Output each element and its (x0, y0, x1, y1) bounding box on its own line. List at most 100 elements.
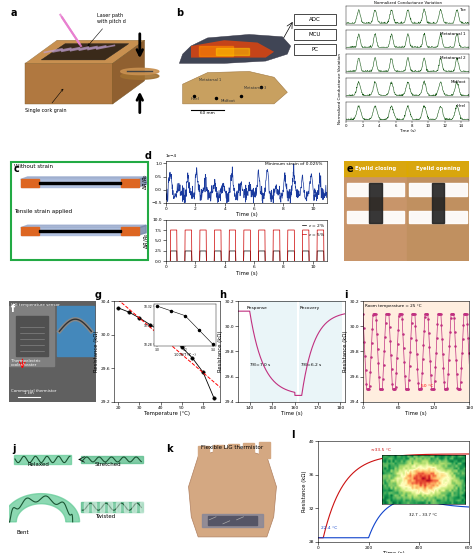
Bar (300, 301, 342, 401)
$\varepsilon$ = 2% (285, 248, 291, 254)
X-axis label: Time (s): Time (s) (236, 271, 257, 276)
Polygon shape (139, 177, 146, 186)
X-axis label: Time (s): Time (s) (281, 411, 302, 416)
Polygon shape (121, 227, 139, 235)
Polygon shape (3, 494, 80, 522)
Polygon shape (182, 71, 287, 104)
Line: $\varepsilon$ = 2%: $\varepsilon$ = 2% (166, 251, 328, 262)
Polygon shape (228, 445, 239, 458)
Polygon shape (17, 316, 48, 357)
Bar (294, 29, 336, 40)
$\varepsilon$ = 5% (192, 258, 198, 265)
Polygon shape (345, 161, 407, 262)
Text: Heel: Heel (191, 97, 200, 101)
Text: Single cork grain: Single cork grain (26, 89, 67, 113)
$\varepsilon$ = 5% (285, 227, 291, 233)
Polygon shape (347, 183, 404, 196)
$\varepsilon$ = 2% (258, 248, 264, 254)
Polygon shape (9, 306, 54, 367)
Text: Eyelid closing: Eyelid closing (355, 166, 396, 171)
$\varepsilon$ = 2% (325, 258, 330, 265)
Line: $\varepsilon$ = 5%: $\varepsilon$ = 5% (166, 230, 328, 262)
$\varepsilon$ = 5% (237, 258, 242, 265)
Text: Midfoot: Midfoot (221, 98, 236, 102)
Polygon shape (208, 516, 257, 525)
Text: 1 cm: 1 cm (24, 390, 34, 395)
Polygon shape (81, 456, 143, 463)
Polygon shape (14, 455, 71, 464)
Text: Commercial thermistor: Commercial thermistor (11, 389, 56, 393)
$\varepsilon$ = 5% (205, 258, 210, 265)
X-axis label: Time (s): Time (s) (236, 212, 257, 217)
Polygon shape (9, 301, 96, 401)
Text: PC: PC (311, 47, 318, 52)
Legend: $\varepsilon$ = 2%, $\varepsilon$ = 5%: $\varepsilon$ = 2%, $\varepsilon$ = 5% (302, 222, 325, 238)
Polygon shape (113, 40, 145, 104)
Text: Twisted: Twisted (95, 514, 115, 519)
Y-axis label: Resistance (kΩ): Resistance (kΩ) (94, 331, 99, 372)
Text: Bent: Bent (16, 530, 29, 535)
Text: Flexible LIG thermistor: Flexible LIG thermistor (201, 445, 264, 450)
Text: e: e (347, 164, 354, 174)
X-axis label: Time (s): Time (s) (400, 129, 416, 133)
$\varepsilon$ = 2% (237, 258, 242, 265)
Text: Minimum strain of 0.025%: Minimum strain of 0.025% (265, 162, 323, 166)
Polygon shape (57, 306, 94, 357)
Polygon shape (244, 444, 255, 458)
Text: Heel: Heel (456, 104, 465, 108)
Polygon shape (100, 502, 104, 512)
Text: g: g (95, 290, 101, 300)
Bar (11, 162, 147, 260)
Polygon shape (21, 228, 139, 235)
Polygon shape (432, 183, 444, 223)
Text: a: a (11, 8, 18, 18)
Polygon shape (41, 44, 128, 60)
Text: Normalized Conductance Variation: Normalized Conductance Variation (338, 53, 342, 124)
Polygon shape (410, 183, 467, 196)
$\varepsilon$ = 2% (168, 248, 173, 254)
X-axis label: Temperature (°C): Temperature (°C) (144, 411, 190, 416)
Bar (250, 301, 297, 401)
Text: Stretched: Stretched (95, 462, 121, 467)
Polygon shape (21, 227, 39, 235)
Polygon shape (132, 502, 136, 512)
$\varepsilon$ = 5% (258, 227, 264, 233)
Text: j: j (12, 445, 16, 455)
$\varepsilon$ = 2% (205, 258, 210, 265)
Polygon shape (191, 40, 274, 58)
Text: 60 mm: 60 mm (200, 111, 215, 115)
Polygon shape (410, 211, 467, 223)
Text: ≈33.5 °C: ≈33.5 °C (371, 448, 391, 452)
Polygon shape (213, 445, 224, 458)
Polygon shape (91, 502, 96, 512)
Polygon shape (179, 34, 291, 64)
Text: 22.4 °C: 22.4 °C (321, 526, 337, 530)
Bar (294, 14, 336, 25)
Polygon shape (189, 446, 276, 537)
Polygon shape (121, 69, 159, 75)
Polygon shape (21, 225, 146, 228)
Polygon shape (21, 177, 146, 180)
Text: k: k (166, 445, 173, 455)
Polygon shape (39, 182, 121, 184)
$\varepsilon$ = 5% (325, 258, 330, 265)
Text: MCU: MCU (309, 32, 321, 37)
Text: Laser path
with pitch d: Laser path with pitch d (88, 13, 126, 46)
Polygon shape (116, 502, 120, 512)
Polygon shape (198, 446, 209, 458)
Y-axis label: Resistance (kΩ): Resistance (kΩ) (302, 471, 308, 513)
Polygon shape (121, 73, 159, 79)
Polygon shape (216, 48, 249, 55)
Polygon shape (26, 64, 113, 104)
Text: Midfoot: Midfoot (450, 80, 465, 84)
Text: Eyelid opening: Eyelid opening (416, 166, 460, 171)
Text: l: l (291, 430, 294, 440)
Text: $T_{90}$=7.0 s: $T_{90}$=7.0 s (249, 362, 272, 369)
Text: Relaxed: Relaxed (27, 462, 49, 467)
Polygon shape (347, 211, 404, 223)
$\varepsilon$ = 5% (271, 227, 277, 233)
Polygon shape (21, 180, 139, 186)
Bar (294, 44, 336, 55)
$\varepsilon$ = 5% (163, 258, 169, 265)
Text: Room temperature = 25 °C: Room temperature = 25 °C (365, 304, 422, 308)
